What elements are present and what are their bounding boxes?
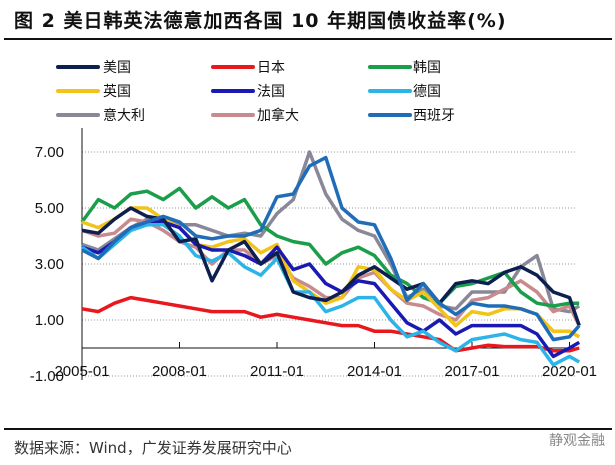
legend-label-7: 加拿大 xyxy=(257,107,299,124)
series-line-5 xyxy=(81,223,581,367)
series-line-1 xyxy=(81,295,580,353)
y-tick-label: 7.00 xyxy=(35,144,64,161)
y-tick-label: 3.00 xyxy=(35,256,64,273)
figure-title: 图 2 美日韩英法德意加西各国 10 年期国债收益率(%) xyxy=(14,10,507,32)
x-tick-label: 2008-01 xyxy=(152,363,207,380)
legend-label-4: 法国 xyxy=(257,84,285,100)
title-rule xyxy=(4,38,612,40)
legend-label-0: 美国 xyxy=(103,60,131,76)
legend-label-2: 韩国 xyxy=(413,60,441,76)
x-tick-label: 2020-01 xyxy=(542,363,597,380)
y-tick-label: -1.00 xyxy=(30,368,64,385)
source-note: 数据来源：Wind，广发证券发展研究中心 xyxy=(14,439,292,457)
series-line-0 xyxy=(81,206,581,327)
footer-rule xyxy=(4,428,612,430)
watermark: 静观金融 xyxy=(549,433,605,449)
legend-label-5: 德国 xyxy=(413,84,441,100)
x-tick-label: 2017-01 xyxy=(444,363,499,380)
x-tick-label: 2011-01 xyxy=(250,363,304,380)
x-tick-label: 2014-01 xyxy=(347,363,402,380)
legend-label-6: 意大利 xyxy=(103,107,145,124)
legend-label-1: 日本 xyxy=(257,60,285,76)
legend-label-3: 英国 xyxy=(103,83,131,100)
y-tick-label: 5.00 xyxy=(35,200,64,217)
series-line-8 xyxy=(81,155,581,342)
legend-label-8: 西班牙 xyxy=(413,108,455,124)
y-tick-label: 1.00 xyxy=(35,312,64,329)
x-tick-label: 2005-01 xyxy=(54,363,109,380)
